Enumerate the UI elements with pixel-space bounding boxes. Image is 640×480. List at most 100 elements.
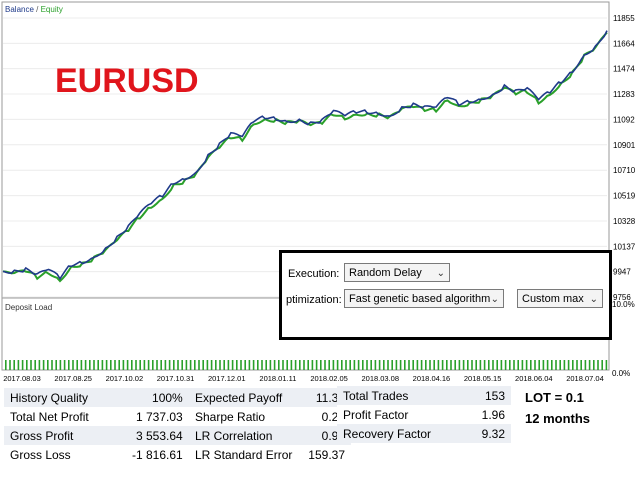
- deposit-load-bar: [546, 360, 549, 370]
- deposit-load-bar: [290, 360, 293, 370]
- optimization-label: ptimization:: [286, 294, 342, 306]
- deposit-load-bar: [563, 360, 566, 370]
- deposit-load-bar: [34, 360, 36, 370]
- deposit-load-bar: [509, 360, 511, 370]
- x-tick-label: 2017.08.25: [54, 374, 92, 383]
- deposit-load-bar: [454, 360, 456, 370]
- deposit-load-bar: [173, 360, 175, 370]
- deposit-load-bar: [408, 360, 410, 370]
- deposit-load-bar: [156, 360, 158, 370]
- deposit-load-bar: [17, 360, 20, 370]
- stat-value: 100%: [126, 388, 189, 407]
- deposit-load-bar: [383, 360, 385, 370]
- custom-criterion-dropdown[interactable]: Custom max ⌄: [517, 289, 603, 308]
- deposit-load-bar: [446, 360, 448, 370]
- deposit-load-bar: [63, 360, 66, 370]
- deposit-load-bar: [269, 360, 272, 370]
- stat-label: Sharpe Ratio: [189, 407, 301, 426]
- deposit-load-bar: [126, 360, 129, 370]
- y-tick-label: 9947: [613, 268, 631, 277]
- deposit-load-bar: [231, 360, 234, 370]
- deposit-load-bar: [59, 360, 62, 370]
- deposit-load-bar: [80, 360, 83, 370]
- x-tick-label: 2017.10.02: [106, 374, 144, 383]
- deposit-load-bar: [399, 360, 402, 370]
- deposit-load-bar: [404, 360, 406, 370]
- stat-row: Profit Factor 1.96: [337, 405, 511, 424]
- deposit-load-bar: [353, 360, 356, 370]
- deposit-load-bar: [441, 360, 444, 370]
- deposit-load-bar: [278, 360, 280, 370]
- deposit-load-bar: [374, 360, 377, 370]
- deposit-load-bar: [324, 360, 326, 370]
- deposit-load-bar: [584, 360, 587, 370]
- deposit-load-bar: [93, 360, 95, 370]
- deposit-load-bar: [496, 360, 498, 370]
- deposit-load-bar: [181, 360, 183, 370]
- stat-label: Expected Payoff: [189, 388, 301, 407]
- deposit-load-bar: [110, 360, 112, 370]
- deposit-load-bar: [236, 360, 238, 370]
- deposit-load-bar: [26, 360, 28, 370]
- deposit-load-bar: [412, 360, 414, 370]
- deposit-load-bar: [5, 360, 7, 370]
- deposit-load-bar: [471, 360, 473, 370]
- y-tick-label: 10519: [613, 192, 636, 201]
- deposit-load-bar: [160, 360, 162, 370]
- execution-value: Random Delay: [349, 267, 422, 279]
- stat-label: Gross Profit: [4, 426, 126, 445]
- deposit-load-bar: [580, 360, 582, 370]
- deposit-load-bar: [525, 360, 528, 370]
- deposit-load-bar: [227, 360, 230, 370]
- y-tick-label: 10328: [613, 217, 636, 226]
- deposit-load-bar: [143, 360, 146, 370]
- deposit-load-bar: [294, 360, 297, 370]
- deposit-load-bar: [500, 360, 503, 370]
- deposit-load-bar: [332, 360, 335, 370]
- y-tick-label: 11092: [613, 115, 635, 124]
- x-tick-label: 2017.10.31: [157, 374, 195, 383]
- stat-label: Gross Loss: [4, 445, 126, 464]
- deposit-load-bar: [341, 360, 343, 370]
- x-axis-ticks: 2017.08.03 2017.08.25 2017.10.02 2017.10.31…: [3, 374, 604, 383]
- y-tick-label: 10710: [613, 166, 636, 175]
- deposit-load-bar: [437, 360, 440, 370]
- deposit-load-bar: [248, 360, 251, 370]
- deposit-load-bar: [572, 360, 574, 370]
- deposit-load-bar: [458, 360, 461, 370]
- chart-grid: [3, 17, 607, 298]
- optimization-dropdown[interactable]: Fast genetic based algorithm ⌄: [344, 289, 504, 308]
- deposit-load-bar: [542, 360, 545, 370]
- stat-value: 153: [449, 386, 511, 405]
- deposit-load-bar: [131, 360, 133, 370]
- deposit-load-bar: [202, 360, 204, 370]
- deposit-load-bar: [320, 360, 322, 370]
- deposit-load-bar: [462, 360, 465, 370]
- x-tick-label: 2018.03.08: [361, 374, 399, 383]
- deposit-load-bar: [72, 360, 74, 370]
- deposit-load-bar: [261, 360, 263, 370]
- deposit-load-bar: [42, 360, 45, 370]
- deposit-load-bar: [223, 360, 225, 370]
- deposit-load-bar: [475, 360, 477, 370]
- chevron-down-icon: ⌄: [490, 294, 499, 305]
- deposit-load-bar: [189, 360, 192, 370]
- stat-row: Total Net Profit 1 737.03: [4, 407, 189, 426]
- stat-label: History Quality: [4, 388, 126, 407]
- deposit-load-bar: [378, 360, 381, 370]
- chevron-down-icon: ⌄: [589, 294, 598, 305]
- stat-label: Total Net Profit: [4, 407, 126, 426]
- deposit-load-bar: [240, 360, 242, 370]
- stat-value: -1 816.61: [126, 445, 189, 464]
- stat-row: LR Standard Error 159.37: [189, 445, 351, 464]
- deposit-load-bar: [206, 360, 209, 370]
- y-tick-label: 11474: [613, 65, 635, 74]
- stat-row: Gross Profit 3 553.64: [4, 426, 189, 445]
- stat-row: Recovery Factor 9.32: [337, 424, 511, 443]
- deposit-load-bar: [118, 360, 120, 370]
- custom-value: Custom max: [522, 293, 584, 305]
- deposit-load-bar: [122, 360, 125, 370]
- deposit-load-bar: [51, 360, 53, 370]
- execution-dropdown[interactable]: Random Delay ⌄: [344, 263, 450, 282]
- deposit-load-bar: [47, 360, 49, 370]
